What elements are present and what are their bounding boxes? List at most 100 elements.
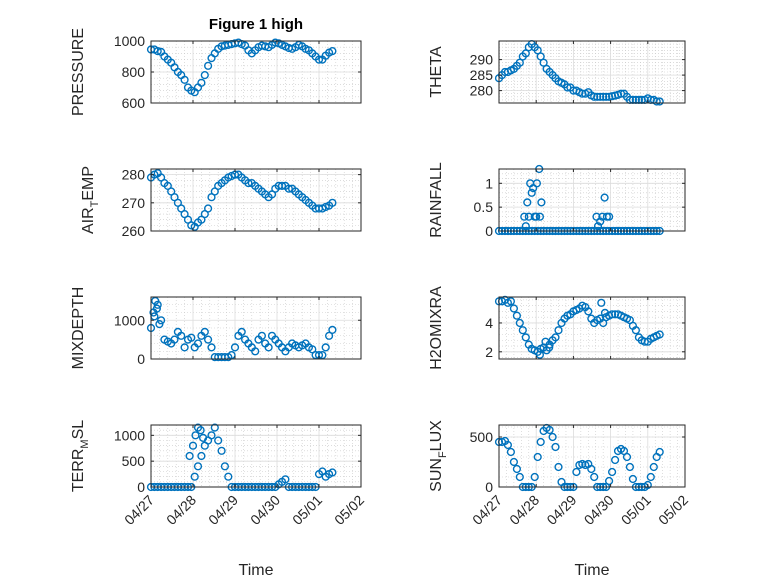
- data-point: [545, 343, 554, 352]
- data-point: [328, 46, 337, 56]
- y-tick-label: 285: [470, 67, 494, 83]
- data-point: [314, 55, 324, 64]
- axes-box: [498, 40, 686, 104]
- data-point: [535, 350, 545, 359]
- data-point: [187, 333, 196, 342]
- axes-box: [498, 168, 686, 232]
- data-point: [321, 343, 330, 352]
- y-axis-label: AIRTEMP: [80, 166, 101, 234]
- series-pressure: [146, 38, 337, 97]
- x-tick-label: 04/27: [121, 492, 157, 528]
- series-mixdepth: [146, 296, 337, 362]
- panel-pressure: 600 800 1000 PRESSURE Figure 1 high: [70, 16, 362, 116]
- x-tick-label: 04/27: [469, 492, 505, 528]
- data-point: [584, 307, 593, 316]
- data-point: [328, 198, 337, 207]
- y-tick-label: 0: [137, 479, 145, 495]
- data-point: [551, 333, 560, 342]
- x-tick-label: 05/01: [289, 492, 325, 528]
- y-tick-label: 280: [122, 167, 146, 183]
- data-point: [590, 472, 599, 482]
- data-point: [264, 343, 273, 352]
- data-point: [207, 431, 216, 440]
- data-point: [277, 181, 287, 191]
- data-point: [170, 335, 179, 344]
- axes-box: [498, 296, 686, 360]
- y-tick-label: 0.5: [474, 199, 494, 215]
- data-point: [541, 337, 550, 346]
- data-point: [523, 198, 532, 207]
- y-tick-label: 800: [122, 64, 146, 80]
- x-tick-label: 05/01: [618, 492, 654, 528]
- data-point: [607, 467, 617, 477]
- panel-sun_flux: 0 500 04/27 04/28 04/29 04/30 05/01 05/02 Time SU…: [428, 420, 691, 579]
- y-tick-label: 0: [485, 479, 493, 495]
- data-point: [652, 97, 661, 106]
- data-point: [518, 326, 527, 335]
- data-point: [646, 472, 655, 482]
- data-point: [536, 437, 545, 447]
- data-point: [230, 343, 240, 352]
- x-tick-label: 05/02: [655, 492, 691, 528]
- data-point: [655, 447, 664, 457]
- data-point: [515, 318, 524, 328]
- x-tick-label: 05/02: [331, 492, 367, 528]
- figure-title: Figure 1 high: [209, 16, 303, 33]
- data-point: [328, 325, 337, 335]
- data-point: [604, 212, 614, 221]
- y-axis-label: H2OMIXRA: [428, 286, 445, 370]
- data-point: [220, 462, 230, 471]
- y-tick-label: 1: [485, 175, 493, 191]
- axes-box: [150, 168, 362, 232]
- y-tick-label: 2: [485, 344, 493, 360]
- data-point: [190, 472, 199, 481]
- data-point: [193, 423, 203, 432]
- data-point: [610, 455, 620, 465]
- data-point: [200, 327, 209, 337]
- data-point: [200, 70, 209, 80]
- data-point: [535, 212, 545, 221]
- data-point: [503, 440, 513, 450]
- panel-rainfall: 0 0.5 1 RAINFALL: [428, 162, 686, 239]
- panel-h2omixra: 2 4 H2OMIXRA: [428, 286, 686, 370]
- data-point: [193, 462, 203, 471]
- data-point: [554, 326, 563, 335]
- y-axis-label: RAINFALL: [428, 162, 445, 238]
- y-tick-label: 1000: [114, 427, 145, 443]
- x-tick-label: 04/29: [205, 492, 241, 528]
- data-point: [655, 330, 664, 339]
- data-point: [622, 452, 632, 462]
- data-point: [153, 46, 162, 56]
- data-point: [572, 467, 581, 477]
- data-point: [185, 451, 194, 461]
- data-point: [596, 92, 605, 101]
- axes-box: [150, 424, 362, 488]
- data-point: [237, 327, 246, 337]
- data-point: [628, 474, 638, 484]
- y-axis-label: THETA: [428, 46, 445, 98]
- panel-terr_msl: 0 500 1000 04/27 04/28 04/29 04/30 05/01 05/02 Ti…: [70, 420, 367, 579]
- y-tick-label: 500: [470, 429, 494, 445]
- y-tick-label: 280: [470, 83, 494, 99]
- data-point: [204, 61, 213, 70]
- data-point: [180, 343, 189, 352]
- data-point: [524, 212, 533, 221]
- data-point: [509, 304, 519, 313]
- y-tick-label: 4: [485, 315, 493, 331]
- data-point: [325, 331, 334, 340]
- data-point: [281, 475, 290, 484]
- data-point: [506, 447, 516, 457]
- data-point: [599, 92, 608, 101]
- data-point: [551, 442, 560, 452]
- data-point: [533, 452, 542, 462]
- data-point: [509, 457, 519, 467]
- data-point: [180, 75, 189, 84]
- y-tick-label: 1000: [114, 312, 145, 328]
- data-point: [537, 198, 546, 207]
- y-tick-label: 0: [137, 351, 145, 367]
- data-point: [224, 472, 233, 481]
- y-tick-label: 270: [122, 195, 146, 211]
- data-point: [548, 432, 557, 442]
- data-point: [177, 331, 186, 340]
